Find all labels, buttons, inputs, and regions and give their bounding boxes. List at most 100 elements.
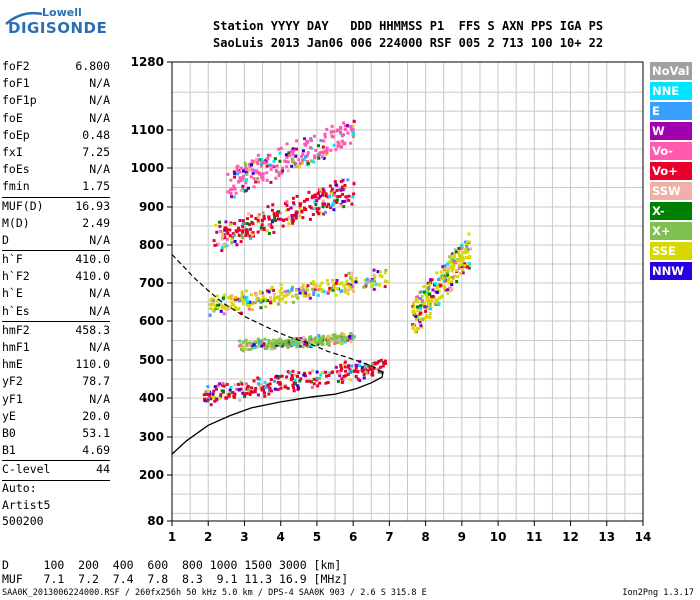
echo-point: [426, 302, 430, 306]
echo-point: [272, 379, 276, 383]
echo-point: [328, 371, 332, 375]
echo-point: [263, 347, 267, 351]
param-name: yF2: [2, 374, 23, 389]
echo-point: [265, 229, 269, 233]
echo-point: [252, 185, 256, 189]
echo-point: [319, 373, 323, 377]
echo-point: [267, 392, 271, 396]
echo-point: [246, 303, 250, 307]
echo-point: [448, 275, 452, 279]
echo-point: [317, 376, 321, 380]
echo-point: [364, 367, 368, 371]
echo-point: [288, 371, 292, 375]
echo-point: [238, 170, 242, 174]
echo-point: [222, 384, 226, 388]
echo-point: [339, 290, 343, 294]
echo-point: [368, 365, 372, 369]
echo-point: [335, 198, 339, 202]
echo-point: [465, 244, 469, 248]
echo-point: [459, 263, 463, 267]
echo-point: [227, 295, 231, 299]
echo-point: [233, 307, 237, 311]
param-name: h`E: [2, 286, 23, 301]
auto-artist: Artist5: [2, 497, 51, 512]
echo-point: [432, 296, 436, 300]
param-row: foEs N/A: [2, 161, 110, 178]
echo-point: [272, 288, 276, 292]
echo-point: [311, 287, 315, 291]
echo-point: [238, 344, 242, 348]
echo-point: [333, 341, 337, 345]
param-name: foEp: [2, 127, 30, 142]
echo-point: [244, 178, 248, 182]
echo-point: [296, 296, 300, 300]
echo-point: [348, 335, 352, 339]
echo-point: [209, 307, 213, 311]
echo-point: [330, 204, 334, 208]
param-name: hmF1: [2, 340, 30, 354]
param-row: fxI 7.25: [2, 144, 110, 161]
echo-point: [348, 141, 352, 145]
echo-point: [382, 361, 386, 365]
echo-point: [245, 228, 249, 232]
echo-point: [263, 337, 267, 341]
echo-point: [256, 220, 260, 224]
x-tick-label: 3: [240, 530, 248, 544]
echo-point: [227, 306, 231, 310]
echo-point: [319, 188, 323, 192]
echo-point: [327, 194, 331, 198]
echo-point: [286, 293, 290, 297]
echo-point: [259, 226, 263, 230]
param-value: 78.7: [82, 374, 110, 389]
echo-point: [287, 345, 291, 349]
echo-point: [334, 281, 338, 285]
echo-point: [351, 195, 355, 199]
echo-point: [284, 208, 288, 212]
echo-point: [262, 385, 266, 389]
y-tick-label: 1280: [131, 55, 164, 69]
echo-point: [206, 398, 210, 402]
echo-point: [376, 367, 380, 371]
echo-point: [260, 388, 264, 392]
echo-point: [253, 389, 257, 393]
echo-point: [348, 369, 352, 373]
echo-point: [278, 299, 282, 303]
echo-point: [312, 160, 316, 164]
echo-point: [306, 197, 310, 201]
echo-point: [245, 231, 249, 235]
echo-point: [378, 283, 382, 287]
echo-point: [256, 299, 260, 303]
echo-point: [285, 200, 289, 204]
x-tick-label: 14: [635, 530, 652, 544]
echo-point: [251, 390, 255, 394]
echo-point: [305, 294, 309, 298]
echo-point: [461, 256, 465, 260]
echo-point: [283, 201, 287, 205]
echo-point: [316, 191, 320, 195]
echo-point: [347, 364, 351, 368]
echo-point: [339, 341, 343, 345]
echo-point: [218, 220, 222, 224]
echo-point: [244, 181, 248, 185]
echo-point: [310, 139, 314, 143]
echo-point: [239, 348, 243, 352]
echo-point: [424, 316, 428, 320]
echo-point: [324, 337, 328, 341]
echo-point: [259, 290, 263, 294]
echo-point: [350, 202, 354, 206]
echo-point: [304, 286, 308, 290]
echo-point: [314, 148, 318, 152]
echo-point: [253, 301, 257, 305]
echo-point: [311, 213, 315, 217]
echo-point: [286, 386, 290, 390]
echo-point: [301, 283, 305, 287]
echo-point: [290, 377, 294, 381]
echo-point: [342, 133, 346, 137]
echo-point: [456, 275, 460, 279]
echo-point: [310, 385, 314, 389]
echo-point: [383, 359, 387, 363]
echo-point: [226, 231, 230, 235]
echo-point: [342, 374, 346, 378]
echo-point: [322, 139, 326, 143]
echo-point: [229, 304, 233, 308]
